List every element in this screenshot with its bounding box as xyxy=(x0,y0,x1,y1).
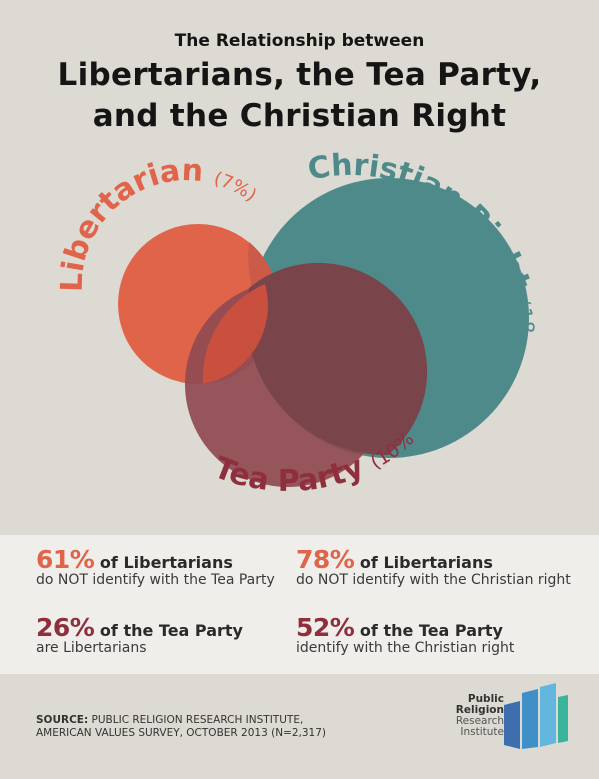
stat-bold: of the Tea Party xyxy=(359,621,503,640)
stat-desc: do NOT identify with the Christian right xyxy=(296,572,571,588)
tea-christian-overlap xyxy=(246,262,428,456)
subtitle: The Relationship between xyxy=(174,31,425,51)
stat-item: 61% of Libertarians do NOT identify with… xyxy=(36,545,275,588)
title-line-2: and the Christian Right xyxy=(92,98,507,134)
logo-line-2: Religion xyxy=(455,704,504,716)
prri-logo-text: Public Religion Research Institute xyxy=(452,694,504,738)
stats-panel: 61% of Libertarians do NOT identify with… xyxy=(0,535,599,674)
logo-line-1: Public xyxy=(467,693,504,705)
source-label: SOURCE: xyxy=(36,714,89,726)
stat-item: 26% of the Tea Party are Libertarians xyxy=(36,613,243,656)
prri-logo-icon xyxy=(504,683,568,749)
stat-desc: do NOT identify with the Tea Party xyxy=(36,572,275,588)
stat-bold: of Libertarians xyxy=(359,553,493,572)
source-line-2: AMERICAN VALUES SURVEY, OCTOBER 2013 (N=… xyxy=(36,727,327,739)
stat-pct: 52% xyxy=(296,613,355,642)
stat-pct: 61% xyxy=(36,545,95,574)
libertarian-pct: (7%) xyxy=(211,168,260,206)
stat-desc: are Libertarians xyxy=(36,640,147,656)
stat-item: 52% of the Tea Party identify with the C… xyxy=(296,613,514,656)
stat-bold: of the Tea Party xyxy=(99,621,243,640)
stat-pct: 26% xyxy=(36,613,95,642)
stat-desc: identify with the Christian right xyxy=(296,640,515,656)
logo-line-4: Institute xyxy=(460,726,504,738)
source-note: SOURCE: PUBLIC RELIGION RESEARCH INSTITU… xyxy=(36,714,326,740)
venn-diagram: Libertarian (7%) Christian Right (18%) T… xyxy=(0,140,539,499)
logo-line-3: Research xyxy=(455,715,504,727)
title-line-1: Libertarians, the Tea Party, xyxy=(57,57,542,93)
source-line-1: PUBLIC RELIGION RESEARCH INSTITUTE, xyxy=(91,714,304,726)
stat-pct: 78% xyxy=(296,545,355,574)
stat-item: 78% of Libertarians do NOT identify with… xyxy=(296,545,571,588)
tea-libertarian-overlap xyxy=(202,284,268,384)
stat-bold: of Libertarians xyxy=(99,553,233,572)
